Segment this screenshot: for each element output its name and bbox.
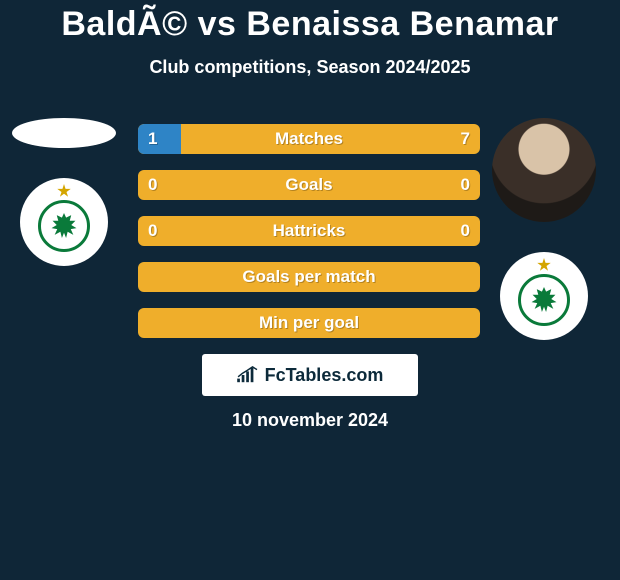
left-player-column <box>8 118 120 266</box>
right-player-photo <box>492 118 596 222</box>
date: 10 november 2024 <box>0 410 620 431</box>
stat-row: Goals0 0 <box>138 170 480 200</box>
stat-left-value: 0 <box>138 216 167 246</box>
stat-row: Hattricks0 0 <box>138 216 480 246</box>
stat-right-value: 0 <box>451 216 480 246</box>
stat-label: Min per goal <box>138 308 480 338</box>
subtitle: Club competitions, Season 2024/2025 <box>0 57 620 78</box>
left-club-badge <box>20 178 108 266</box>
stat-label: Goals per match <box>138 262 480 292</box>
right-player-column <box>488 118 600 340</box>
brand-text: FcTables.com <box>265 365 384 386</box>
stat-row: Matches1 7 <box>138 124 480 154</box>
stat-right-value: 0 <box>451 170 480 200</box>
stat-right-value: 7 <box>451 124 480 154</box>
stat-row: Goals per match <box>138 262 480 292</box>
stat-left-value: 0 <box>138 170 167 200</box>
club-badge-inner <box>38 200 90 252</box>
brand-icon <box>237 366 259 384</box>
stat-row: Min per goal <box>138 308 480 338</box>
right-club-badge <box>500 252 588 340</box>
club-badge-inner <box>518 274 570 326</box>
stats-bars: Matches17Goals00Hattricks00Goals per mat… <box>138 124 480 354</box>
stat-label: Goals <box>138 170 480 200</box>
stat-left-value: 1 <box>138 124 167 154</box>
page-title: BaldÃ© vs Benaissa Benamar <box>0 0 620 43</box>
stat-label: Matches <box>138 124 480 154</box>
left-player-photo-placeholder <box>12 118 116 148</box>
brand-box: FcTables.com <box>202 354 418 396</box>
stat-label: Hattricks <box>138 216 480 246</box>
